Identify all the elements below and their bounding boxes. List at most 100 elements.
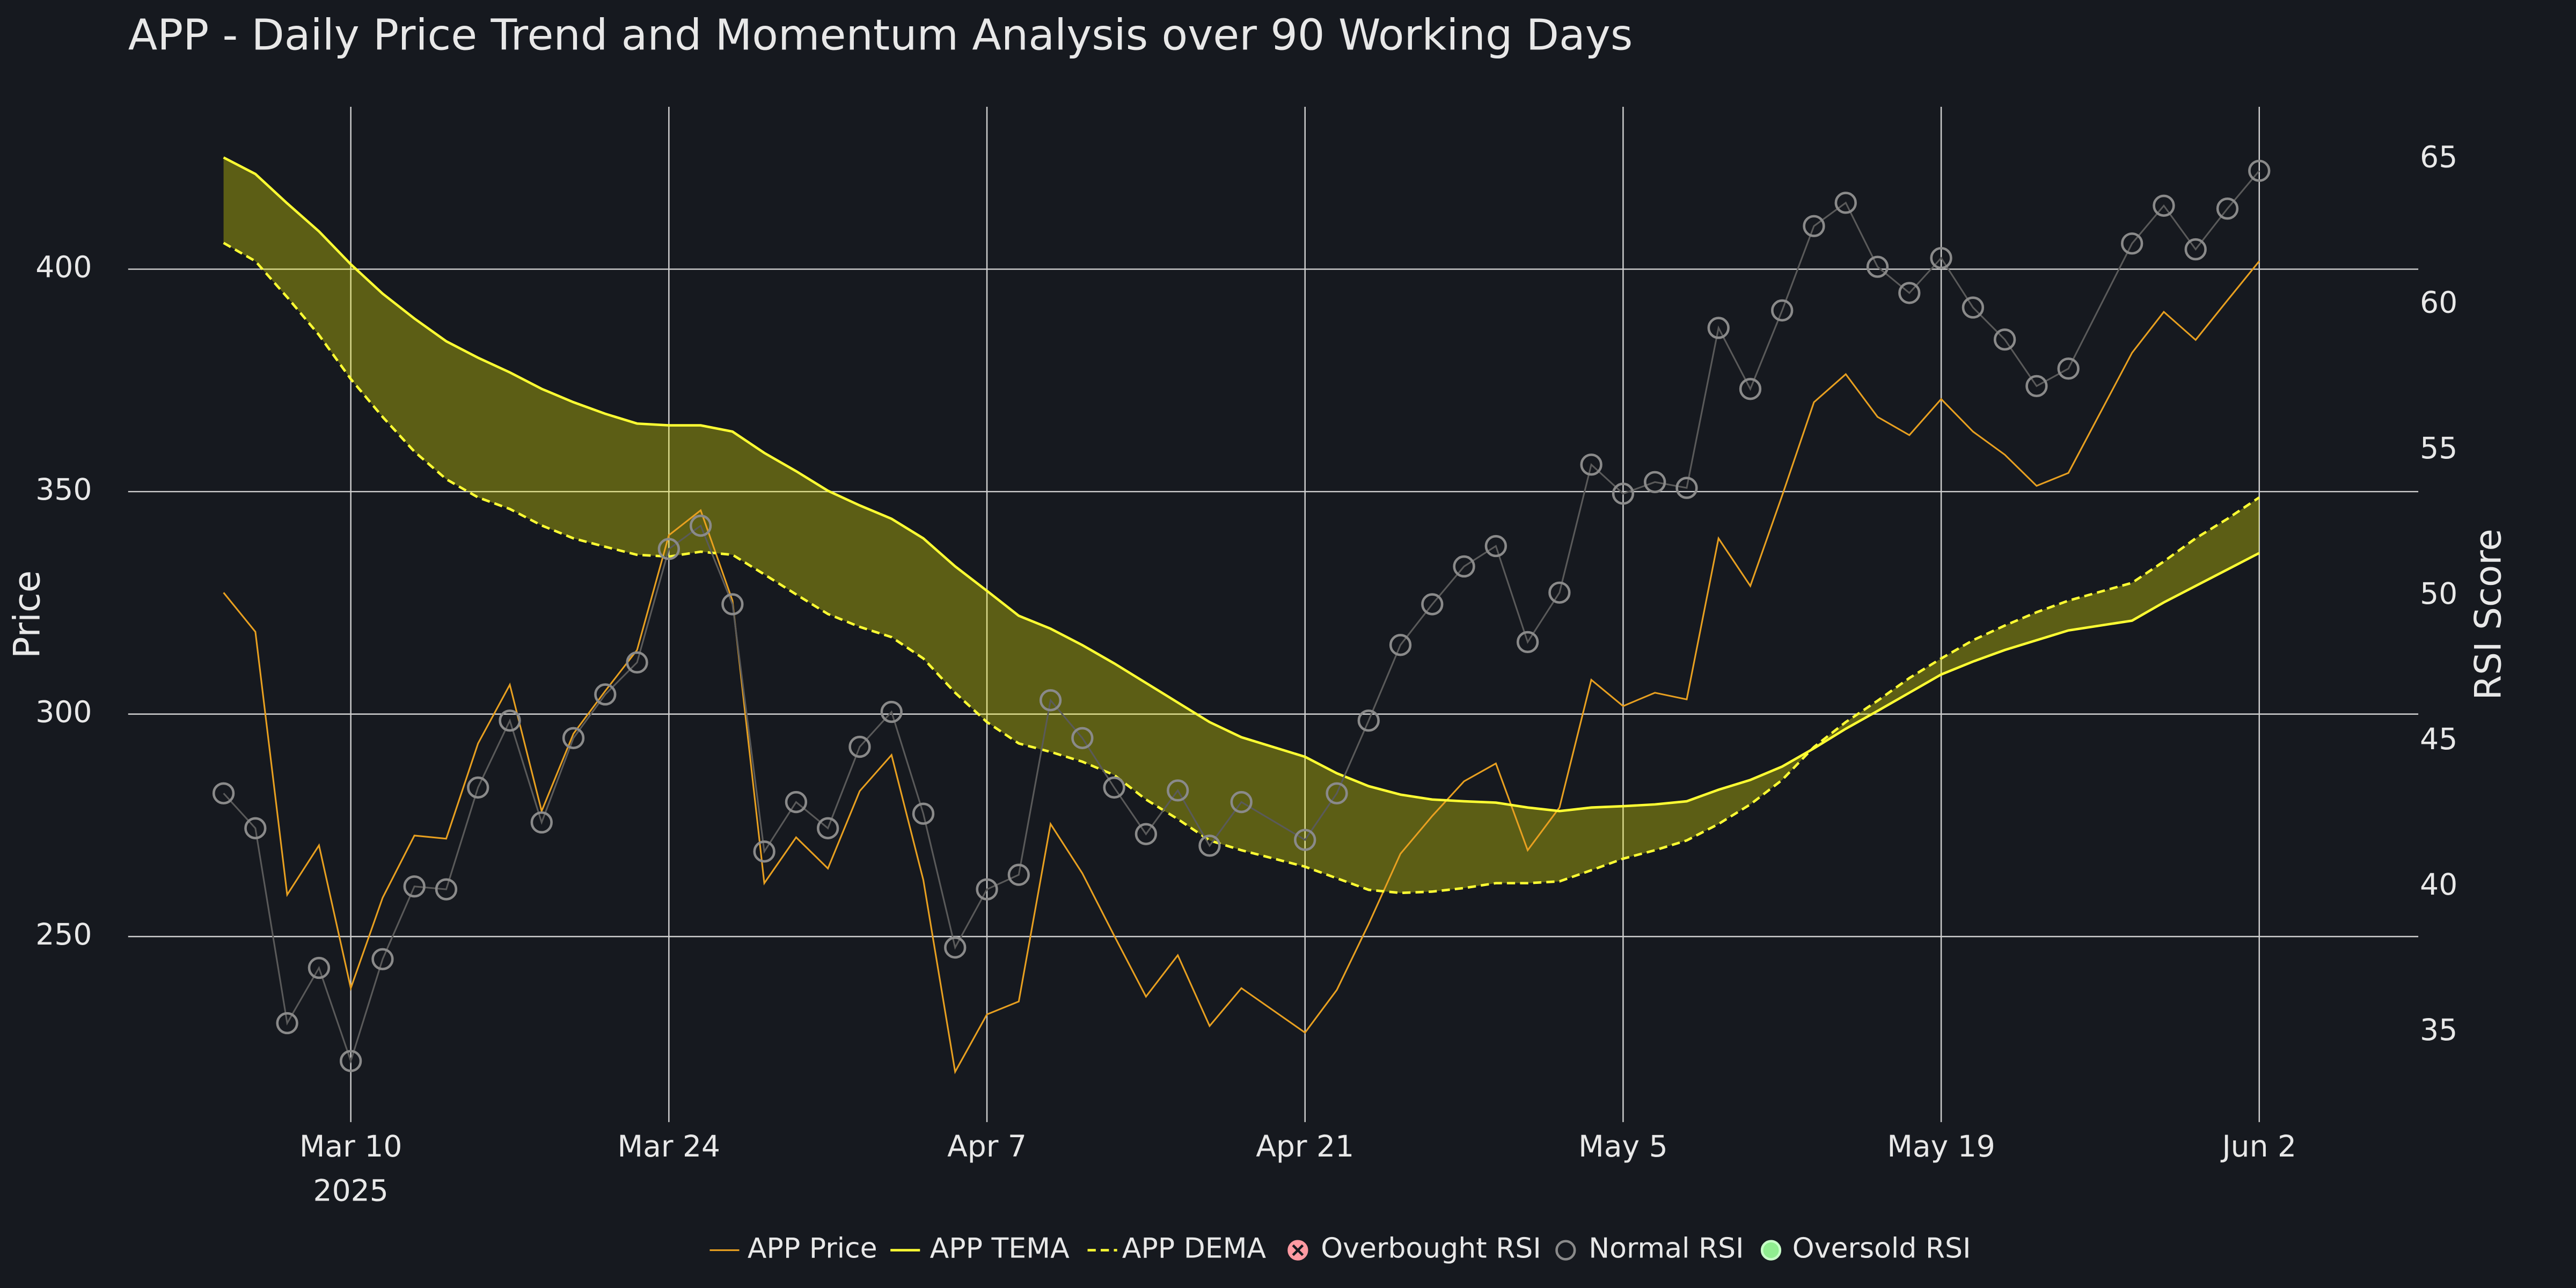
y-axis-title: Price <box>6 570 48 658</box>
rsi-marker <box>1071 727 1094 749</box>
x-tick-label: Apr 7 <box>947 1129 1027 1163</box>
legend-label: APP TEMA <box>930 1233 1070 1265</box>
y-tick-label: 250 <box>35 917 92 952</box>
legend-item: Oversold RSI <box>1760 1233 1971 1265</box>
rsi-marker <box>1675 477 1698 499</box>
rsi-marker <box>435 878 458 901</box>
rsi-marker <box>1898 282 1921 304</box>
y2-tick-label: 60 <box>2420 286 2457 320</box>
rsi-marker <box>2057 357 2080 380</box>
rsi-marker <box>657 538 680 560</box>
rsi-marker <box>1516 631 1539 654</box>
rsi-marker <box>626 651 648 674</box>
x-tick-label: Jun 2 <box>2220 1129 2296 1163</box>
rsi-marker <box>2216 197 2239 220</box>
rsi-marker <box>2248 159 2271 182</box>
rsi-marker <box>1771 299 1794 322</box>
rsi-marker <box>1644 471 1666 493</box>
rsi-marker <box>1103 776 1125 799</box>
rsi-marker <box>2025 375 2048 398</box>
rsi-marker <box>1039 689 1062 712</box>
rsi-marker <box>244 817 267 839</box>
rsi-marker <box>1993 328 2016 351</box>
legend-item: Overbought RSI <box>1287 1233 1541 1265</box>
legend-label: Oversold RSI <box>1792 1233 1971 1265</box>
rsi-marker <box>817 817 839 839</box>
y2-tick-label: 55 <box>2420 431 2457 465</box>
legend-item: APP TEMA <box>890 1233 1070 1265</box>
rsi-marker <box>1198 835 1221 857</box>
rsi-marker <box>1326 782 1348 804</box>
rsi-marker <box>753 840 775 863</box>
rsi-marker <box>562 727 585 749</box>
legend-item: APP DEMA <box>1087 1233 1267 1265</box>
rsi-marker <box>1230 791 1253 814</box>
rsi-marker <box>976 878 998 901</box>
legend-label: APP Price <box>748 1233 877 1265</box>
x-tick-label: Mar 10 <box>299 1129 402 1163</box>
rsi-marker <box>1484 535 1507 558</box>
y2-tick-label: 65 <box>2420 140 2457 174</box>
chart-title: APP - Daily Price Trend and Momentum Ana… <box>128 10 1633 60</box>
rsi-marker <box>1707 317 1730 339</box>
rsi-marker <box>1834 192 1857 214</box>
rsi-marker <box>1803 215 1825 237</box>
rsi-marker <box>1453 555 1475 578</box>
rsi-marker <box>721 593 744 616</box>
rsi-marker <box>371 948 394 970</box>
x-tick-year: 2025 <box>313 1174 389 1208</box>
rsi-marker <box>1421 593 1444 616</box>
rsi-marker <box>1166 779 1189 802</box>
rsi-marker <box>944 936 967 959</box>
legend-label: APP DEMA <box>1122 1233 1267 1265</box>
rsi-marker <box>212 782 235 804</box>
rsi-marker <box>339 1050 362 1072</box>
series-line <box>223 156 2260 813</box>
rsi-marker <box>1739 378 1762 400</box>
y2-tick-label: 50 <box>2420 576 2457 611</box>
rsi-marker <box>785 791 808 814</box>
y-tick-label: 350 <box>35 472 92 507</box>
grid <box>128 106 2419 1122</box>
rsi-marker <box>1007 863 1030 886</box>
rsi-marker <box>1580 453 1602 476</box>
rsi-marker <box>1548 581 1571 604</box>
rsi-marker <box>1962 296 1985 319</box>
y2-tick-label: 40 <box>2420 867 2457 902</box>
y2-tick-label: 45 <box>2420 722 2457 756</box>
x-tick-label: May 5 <box>1578 1129 1667 1163</box>
rsi-marker <box>467 776 489 799</box>
rsi-marker <box>1866 255 1889 278</box>
y2-tick-label: 35 <box>2420 1013 2457 1047</box>
legend-swatch <box>1555 1240 1576 1261</box>
rsi-marker <box>912 802 935 825</box>
series-line <box>223 260 2260 1074</box>
y-tick-label: 300 <box>35 695 92 729</box>
x-tick-label: Mar 24 <box>618 1129 721 1163</box>
x-tick-label: May 19 <box>1887 1129 1995 1163</box>
legend-label: Normal RSI <box>1589 1233 1744 1265</box>
legend-item: Normal RSI <box>1555 1233 1744 1265</box>
x-tick-label: Apr 21 <box>1256 1129 1354 1163</box>
rsi-marker <box>1135 823 1158 845</box>
rsi-marker <box>2153 194 2175 217</box>
legend-swatch <box>1760 1240 1782 1261</box>
rsi-marker <box>276 1012 298 1035</box>
rsi-marker <box>1294 829 1316 851</box>
rsi-marker <box>848 735 871 758</box>
rsi-marker <box>1389 634 1412 656</box>
rsi-marker <box>1612 482 1635 505</box>
rsi-marker <box>594 683 617 706</box>
rsi-marker <box>880 700 903 723</box>
rsi-marker <box>308 956 331 979</box>
legend-item: APP Price <box>709 1233 877 1265</box>
series-line <box>223 241 2260 895</box>
rsi-marker <box>1357 709 1380 732</box>
rsi-marker <box>689 514 712 537</box>
legend-swatch-x <box>1292 1244 1304 1256</box>
y-tick-label: 400 <box>35 250 92 284</box>
y2-axis-title: RSI Score <box>2467 529 2509 700</box>
rsi-marker <box>499 709 521 732</box>
